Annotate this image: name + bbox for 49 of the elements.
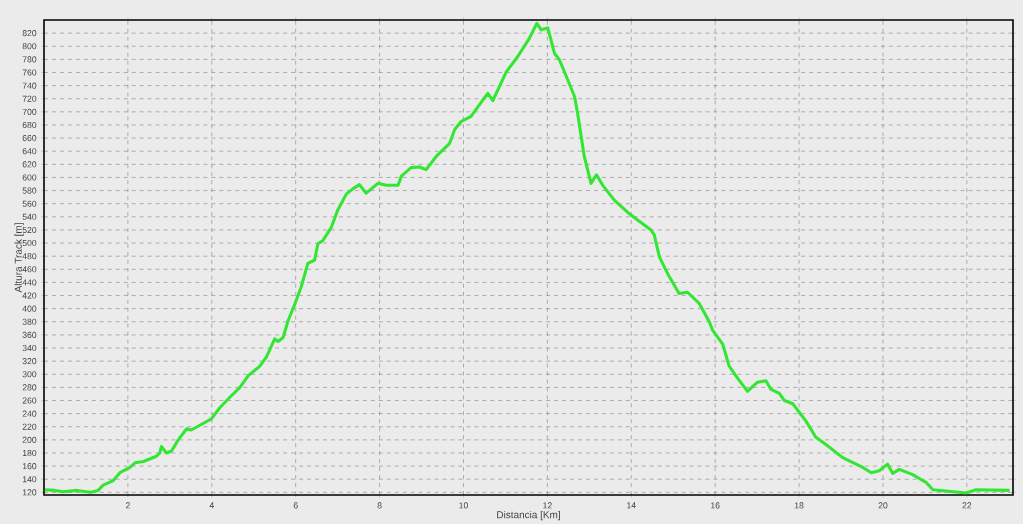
y-tick-label: 340 [22,345,37,352]
y-tick-label: 480 [22,253,37,260]
x-tick-label: 10 [459,502,468,509]
y-tick-label: 640 [22,148,37,155]
y-tick-label: 180 [22,450,37,457]
y-tick-label: 360 [22,332,37,339]
y-tick-label: 160 [22,463,37,470]
y-tick-label: 520 [22,227,37,234]
y-tick-label: 620 [22,161,37,168]
y-tick-label: 600 [22,174,37,181]
x-tick-label: 6 [293,502,298,509]
y-tick-label: 800 [22,43,37,50]
x-tick-label: 16 [711,502,720,509]
x-tick-label: 18 [794,502,804,509]
y-tick-label: 740 [22,82,37,89]
x-tick-label: 20 [878,502,888,509]
y-tick-label: 420 [22,292,37,299]
y-tick-label: 280 [22,384,37,391]
y-tick-label: 580 [22,187,37,194]
y-tick-label: 720 [22,95,37,102]
x-tick-label: 2 [125,502,130,509]
y-tick-label: 380 [22,318,37,326]
y-tick-label: 220 [22,423,37,430]
y-tick-label: 260 [22,397,37,404]
x-tick-label: 8 [377,502,382,509]
y-tick-label: 820 [22,30,37,37]
y-tick-label: 500 [22,240,37,247]
y-tick-label: 560 [22,200,37,207]
x-tick-label: 4 [209,502,214,509]
y-tick-label: 460 [22,266,37,273]
x-axis-title: Distancia [Km] [497,511,560,521]
y-tick-label: 120 [22,489,37,496]
y-tick-label: 320 [22,358,37,365]
y-tick-label: 240 [22,410,37,417]
x-tick-label: 12 [543,502,552,509]
y-tick-label: 300 [22,371,37,378]
y-tick-label: 660 [22,135,37,142]
x-tick-label: 14 [627,502,636,509]
y-tick-label: 760 [22,69,37,76]
y-tick-label: 140 [22,476,37,483]
y-tick-label: 540 [22,213,37,221]
y-tick-label: 440 [22,279,37,286]
y-tick-label: 200 [22,437,37,444]
x-tick-label: 22 [962,502,972,509]
y-tick-label: 780 [22,56,37,63]
y-tick-label: 400 [22,305,37,312]
line-series [44,21,1012,495]
y-tick-label: 700 [22,108,37,116]
y-tick-label: 680 [22,122,37,129]
